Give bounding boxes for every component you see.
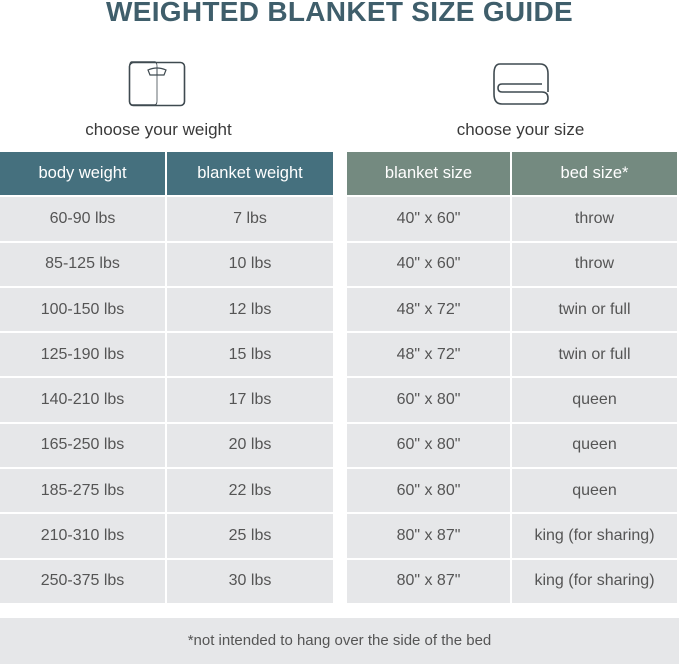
weight-caption: choose your weight — [85, 120, 232, 139]
table-cell: throw — [511, 197, 677, 241]
table-cell: 17 lbs — [167, 378, 333, 422]
table-row: 80" x 87" king (for sharing) — [347, 514, 677, 558]
table-cell: 15 lbs — [167, 333, 333, 377]
table-cell: king (for sharing) — [511, 514, 677, 558]
table-cell: 7 lbs — [167, 197, 333, 241]
table-row: 40" x 60" throw — [347, 242, 677, 286]
table-row: 250-375 lbs 30 lbs — [0, 559, 333, 603]
table-cell: 80" x 87" — [347, 514, 510, 558]
table-cell: 250-375 lbs — [0, 559, 165, 603]
scale-icon — [128, 61, 186, 107]
size-table: blanket size bed size* 40" x 60" throw 40" x… — [345, 150, 679, 605]
table-cell: 20 lbs — [167, 423, 333, 468]
table-cell: queen — [511, 469, 677, 513]
table-cell: queen — [511, 423, 677, 468]
table-cell: 12 lbs — [167, 287, 333, 332]
table-cell: 25 lbs — [167, 514, 333, 558]
table-row: 40" x 60" throw — [347, 197, 677, 241]
page-title: WEIGHTED BLANKET SIZE GUIDE — [106, 0, 573, 27]
table-cell: twin or full — [511, 333, 677, 377]
table-cell: 125-190 lbs — [0, 333, 165, 377]
table-cell: 100-150 lbs — [0, 287, 165, 332]
table-cell: 185-275 lbs — [0, 469, 165, 513]
table-cell: 60" x 80" — [347, 378, 510, 422]
table-cell: queen — [511, 378, 677, 422]
table-row: 100-150 lbs 12 lbs — [0, 287, 333, 332]
table-cell: 60-90 lbs — [0, 197, 165, 241]
column-header: body weight — [0, 152, 165, 196]
table-cell: king (for sharing) — [511, 559, 677, 603]
table-row: 80" x 87" king (for sharing) — [347, 559, 677, 603]
table-cell: 22 lbs — [167, 469, 333, 513]
table-cell: 40" x 60" — [347, 197, 510, 241]
size-caption: choose your size — [456, 120, 585, 139]
table-row: 60" x 80" queen — [347, 469, 677, 513]
table-cell: 48" x 72" — [347, 333, 510, 377]
table-cell: 80" x 87" — [347, 559, 510, 603]
column-header: bed size* — [511, 152, 677, 196]
folded-blanket-icon — [493, 63, 549, 105]
column-header: blanket size — [347, 152, 510, 196]
table-row: 48" x 72" twin or full — [347, 287, 677, 332]
table-row: 60" x 80" queen — [347, 423, 677, 468]
table-row: 60-90 lbs 7 lbs — [0, 197, 333, 241]
table-cell: 165-250 lbs — [0, 423, 165, 468]
table-cell: 30 lbs — [167, 559, 333, 603]
table-cell: 60" x 80" — [347, 423, 510, 468]
table-row: 85-125 lbs 10 lbs — [0, 242, 333, 286]
table-row: 140-210 lbs 17 lbs — [0, 378, 333, 422]
table-row: 165-250 lbs 20 lbs — [0, 423, 333, 468]
table-row: 48" x 72" twin or full — [347, 333, 677, 377]
column-header: blanket weight — [167, 152, 333, 196]
table-row: 210-310 lbs 25 lbs — [0, 514, 333, 558]
table-cell: twin or full — [511, 287, 677, 332]
table-row: 125-190 lbs 15 lbs — [0, 333, 333, 377]
table-cell: 40" x 60" — [347, 242, 510, 286]
weight-table: body weight blanket weight 60-90 lbs 7 lbs 8… — [0, 150, 335, 605]
table-row: 185-275 lbs 22 lbs — [0, 469, 333, 513]
footnote: *not intended to hang over the side of t… — [0, 618, 679, 664]
table-cell: 140-210 lbs — [0, 378, 165, 422]
table-row: 60" x 80" queen — [347, 378, 677, 422]
table-cell: 60" x 80" — [347, 469, 510, 513]
table-cell: 10 lbs — [167, 242, 333, 286]
table-cell: throw — [511, 242, 677, 286]
table-cell: 210-310 lbs — [0, 514, 165, 558]
table-cell: 48" x 72" — [347, 287, 510, 332]
table-cell: 85-125 lbs — [0, 242, 165, 286]
